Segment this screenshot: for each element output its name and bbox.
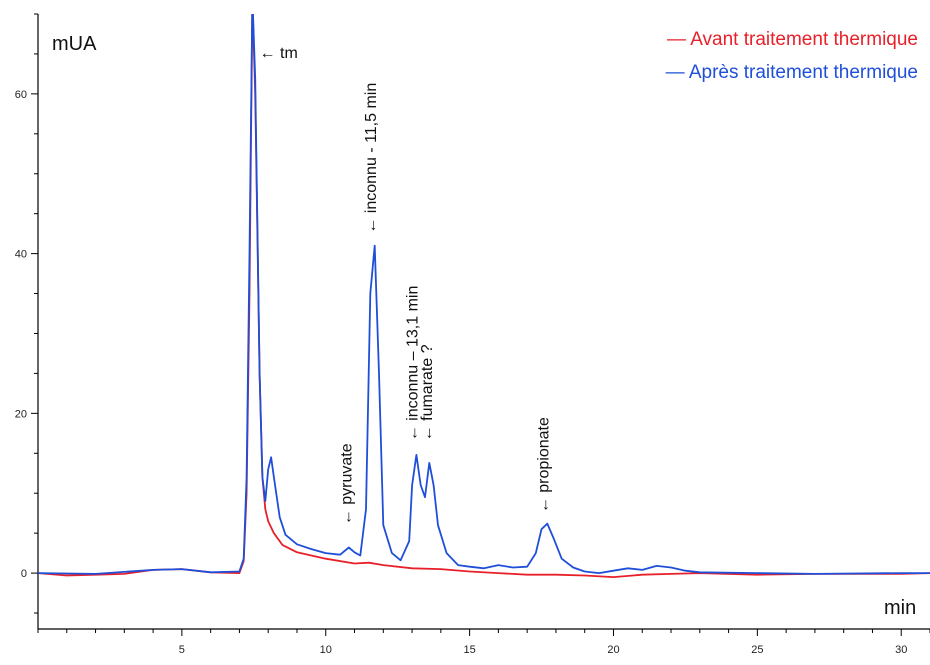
x-tick-label: 10 <box>320 644 332 656</box>
peak-annotation-2: ← inconnu - 11,5 min <box>363 83 380 234</box>
legend: — Avant traitement thermique — Après tra… <box>666 29 918 83</box>
series-line-apres <box>38 14 930 575</box>
x-tick-label: 30 <box>895 644 907 656</box>
y-tick-label: 0 <box>21 568 27 580</box>
x-tick-label: 5 <box>179 644 185 656</box>
legend-item-apres: — Après traitement thermique <box>666 62 918 83</box>
peak-annotations: ← tm ← inconnu - 11,5 min ← pyruvate ← inco… <box>260 45 553 525</box>
y-tick-label: 40 <box>15 249 27 261</box>
series-line-avant <box>38 14 930 578</box>
legend-label-avant: Avant traitement thermique <box>690 29 918 50</box>
x-tick-label: 25 <box>751 644 763 656</box>
axes: 5 10 15 20 25 30 0 20 40 60 <box>15 13 930 656</box>
peak-annotation-4: ← inconnu – 13,1 min <box>405 286 422 442</box>
y-tick-label: 60 <box>15 89 27 101</box>
peak-annotation-5: ← fumarate ? <box>419 344 436 441</box>
y-tick-label: 20 <box>15 408 27 420</box>
peak-annotation-3: ← pyruvate <box>338 443 355 525</box>
y-axis-unit-label: mUA <box>52 33 97 55</box>
x-tick-label: 15 <box>463 644 475 656</box>
peak-annotation-1: ← tm <box>260 45 298 62</box>
legend-item-avant: — Avant traitement thermique <box>667 29 918 50</box>
peak-annotation-6: ← propionate <box>536 417 553 513</box>
legend-label-apres: Après traitement thermique <box>689 62 918 83</box>
x-axis-unit-label: min <box>884 597 916 619</box>
x-tick-label: 20 <box>607 644 619 656</box>
series-lines <box>38 14 930 578</box>
